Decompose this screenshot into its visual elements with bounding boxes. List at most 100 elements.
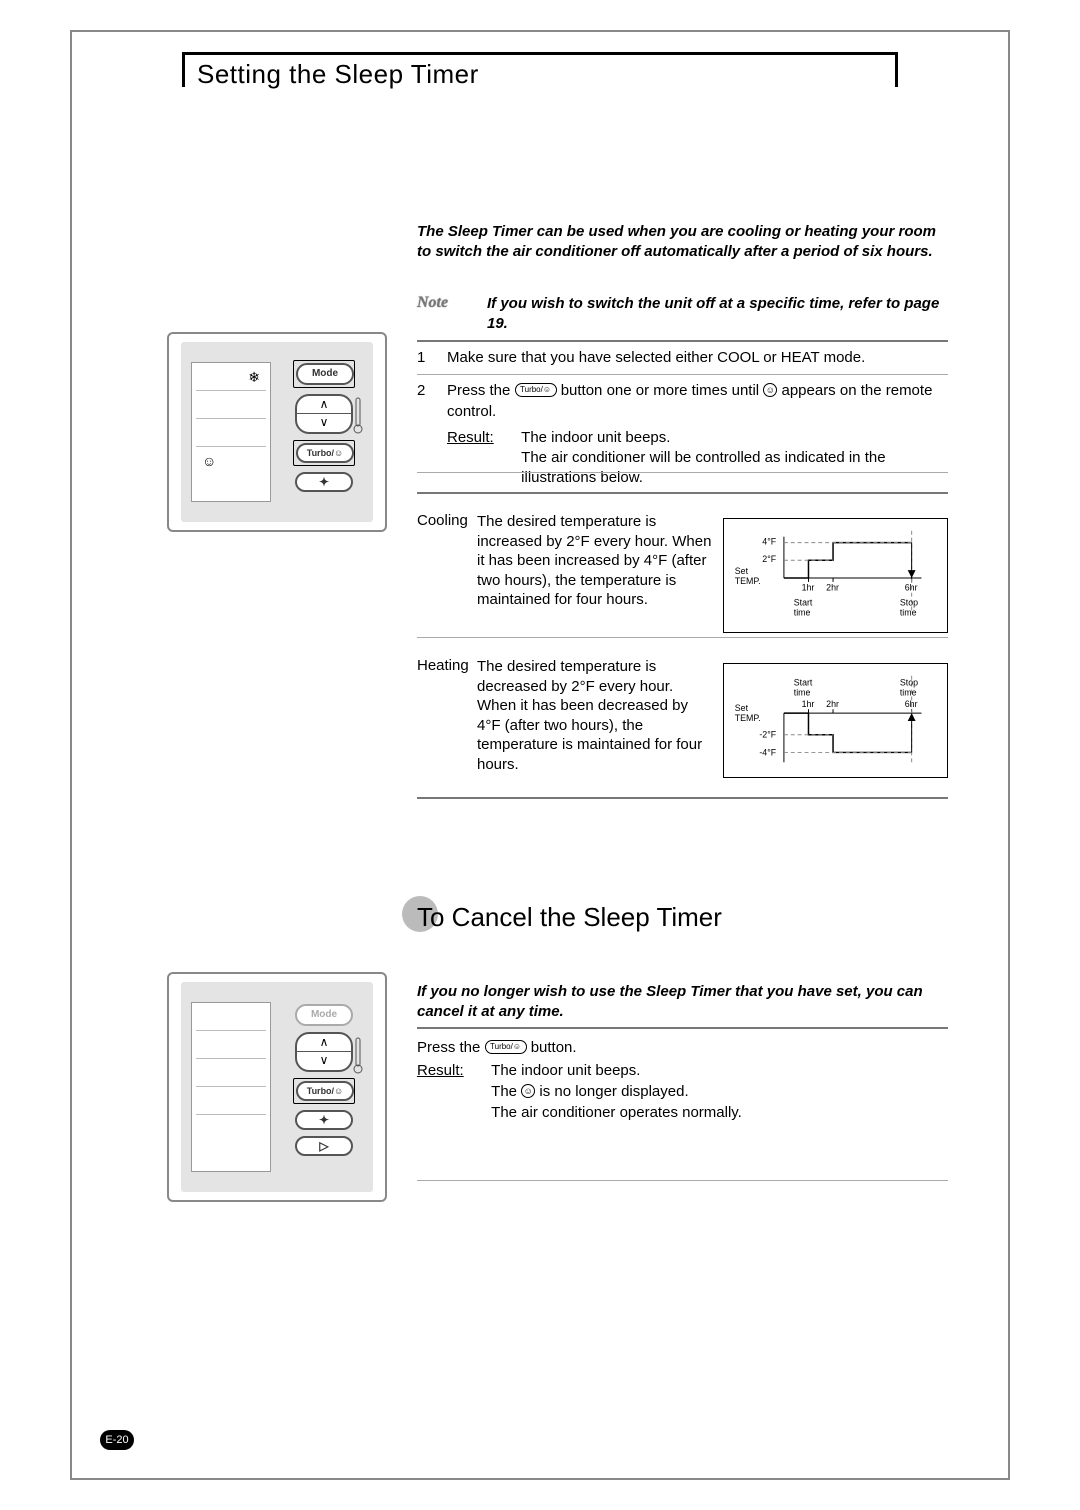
text: Press the (417, 1039, 485, 1056)
text: The (491, 1083, 521, 1100)
result-block: Result: The indoor unit beeps. The ☺ is … (417, 1060, 948, 1123)
manual-page: Setting the Sleep Timer The Sleep Timer … (70, 30, 1010, 1480)
section-title-bar: Setting the Sleep Timer (182, 52, 898, 87)
step-num: 1 (417, 348, 425, 368)
mode-button-outline: Mode (293, 360, 355, 388)
svg-text:4°F: 4°F (762, 537, 776, 547)
turbo-pill-icon: Turbo/☺ (485, 1040, 527, 1054)
text: button. (527, 1039, 577, 1056)
turbo-button-outline: Turbo/☺ (293, 440, 355, 466)
svg-text:-4°F: -4°F (759, 747, 776, 757)
text: The indoor unit beeps. (521, 429, 670, 446)
svg-text:TEMP.: TEMP. (735, 576, 761, 586)
remote-lcd (191, 1002, 271, 1172)
mode-button: Mode (296, 363, 354, 385)
extra-button: ▷ (295, 1136, 353, 1156)
text: The air conditioner operates normally. (491, 1104, 742, 1121)
steps-block: 1 Make sure that you have selected eithe… (417, 348, 948, 489)
press-line: Press the Turbo/☺ button. (417, 1037, 948, 1058)
svg-text:Start: Start (794, 678, 813, 688)
text: The indoor unit beeps. (491, 1062, 640, 1079)
step-body: Press the Turbo/☺ button one or more tim… (447, 381, 948, 422)
step-body: Make sure that you have selected either … (447, 348, 948, 368)
svg-text:2hr: 2hr (826, 583, 839, 593)
subsection-title: To Cancel the Sleep Timer (417, 902, 722, 933)
svg-text:Set: Set (735, 703, 749, 713)
result-block: Result: The indoor unit beeps. The air c… (447, 428, 948, 489)
mode-text: The desired temperature is decreased by … (477, 657, 712, 774)
step-2: 2 Press the Turbo/☺ button one or more t… (417, 381, 948, 422)
cancel-intro-text: If you no longer wish to use the Sleep T… (417, 982, 948, 1021)
cancel-intro: If you no longer wish to use the Sleep T… (417, 982, 948, 1021)
up-button: ∧ (297, 1034, 351, 1052)
mode-button: Mode (295, 1004, 353, 1026)
divider (417, 472, 948, 473)
svg-text:2hr: 2hr (826, 699, 839, 709)
turbo-button-outline: Turbo/☺ (293, 1078, 355, 1104)
cooling-chart: 4°F 2°F Set TEMP. 1hr 2hr 6hr (723, 518, 948, 633)
result-text: The indoor unit beeps. The air condition… (521, 428, 942, 489)
down-button: ∨ (297, 414, 351, 432)
divider (417, 374, 948, 375)
note-label: Note (417, 294, 448, 312)
cancel-body: Press the Turbo/☺ button. Result: The in… (417, 1037, 948, 1123)
section-title: Setting the Sleep Timer (197, 59, 479, 89)
turbo-pill-icon: Turbo/☺ (515, 383, 557, 397)
swing-button: ✦ (295, 472, 353, 492)
mode-label: Heating (417, 657, 469, 674)
divider (417, 637, 948, 638)
intro-text: The Sleep Timer can be used when you are… (417, 222, 948, 261)
svg-text:Set: Set (735, 566, 749, 576)
note-row: Note If you wish to switch the unit off … (417, 294, 948, 333)
remote-buttons: Mode ∧ ∨ Turbo/☺ ✦ (285, 358, 363, 498)
sleep-icon: ☺ (202, 453, 216, 469)
page-number: E-20 (100, 1430, 134, 1450)
turbo-button: Turbo/☺ (296, 1081, 354, 1101)
svg-text:2°F: 2°F (762, 554, 776, 564)
thermometer-icon (353, 396, 363, 436)
mode-label: Cooling (417, 512, 468, 529)
divider (417, 340, 948, 342)
svg-text:TEMP.: TEMP. (735, 713, 761, 723)
svg-text:-2°F: -2°F (759, 730, 776, 740)
swing-button: ✦ (295, 1110, 353, 1130)
text: button one or more times until (557, 382, 764, 399)
snowflake-icon: ❄ (248, 369, 260, 386)
heating-chart: Set TEMP. -2°F -4°F 1hr 2hr 6hr (723, 663, 948, 778)
result-label: Result: (447, 428, 517, 448)
svg-text:Start: Start (794, 597, 813, 607)
divider (417, 797, 948, 799)
temp-buttons: ∧ ∨ (295, 394, 353, 434)
result-text: The indoor unit beeps. The ☺ is no longe… (491, 1060, 942, 1123)
remote-diagram-1: ❄ ☺ Mode ∧ ∨ Turbo/☺ ✦ (167, 332, 387, 532)
svg-text:1hr: 1hr (802, 699, 815, 709)
text: Press the (447, 382, 515, 399)
up-button: ∧ (297, 396, 351, 414)
svg-text:time: time (794, 607, 811, 617)
temp-buttons: ∧ ∨ (295, 1032, 353, 1072)
sleep-icon: ☺ (521, 1084, 535, 1098)
svg-text:time: time (794, 687, 811, 697)
svg-text:1hr: 1hr (802, 583, 815, 593)
step-num: 2 (417, 381, 425, 401)
sleep-icon: ☺ (763, 383, 777, 397)
step-1: 1 Make sure that you have selected eithe… (417, 348, 948, 368)
remote-diagram-2: Mode ∧ ∨ Turbo/☺ ✦ ▷ (167, 972, 387, 1202)
svg-text:time: time (900, 687, 917, 697)
text: is no longer displayed. (535, 1083, 688, 1100)
turbo-button: Turbo/☺ (296, 443, 354, 463)
result-label: Result: (417, 1060, 487, 1081)
text: The air conditioner will be controlled a… (521, 449, 885, 486)
remote-lcd: ❄ ☺ (191, 362, 271, 502)
divider (417, 1180, 948, 1181)
intro-block: The Sleep Timer can be used when you are… (417, 222, 948, 261)
divider (417, 492, 948, 494)
down-button: ∨ (297, 1052, 351, 1070)
remote-body: Mode ∧ ∨ Turbo/☺ ✦ ▷ (181, 982, 373, 1192)
svg-text:Stop: Stop (900, 678, 918, 688)
svg-text:time: time (900, 607, 917, 617)
divider (417, 1027, 948, 1029)
note-text: If you wish to switch the unit off at a … (487, 294, 948, 333)
mode-text: The desired temperature is increased by … (477, 512, 712, 610)
svg-text:Stop: Stop (900, 597, 918, 607)
